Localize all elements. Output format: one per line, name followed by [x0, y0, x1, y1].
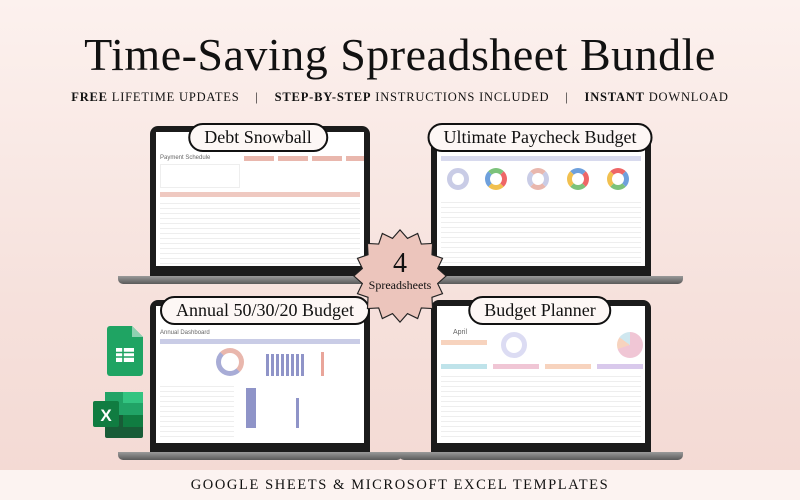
header-band [441, 156, 641, 161]
spreadsheet-preview [437, 132, 645, 266]
laptop-base [118, 452, 402, 460]
donut-chart [216, 348, 244, 376]
header-band [312, 156, 342, 161]
separator: | [255, 90, 259, 104]
bar-chart [266, 354, 306, 376]
header-band [597, 364, 643, 369]
laptop-base [399, 452, 683, 460]
feature-1-bold: FREE [71, 90, 108, 104]
product-label: Annual 50/30/20 Budget [160, 296, 370, 325]
summary-block [160, 164, 240, 188]
bar-chart [246, 388, 256, 428]
starburst-shape [353, 229, 447, 323]
badge-text: 4 Spreadsheets [352, 250, 448, 293]
spreadsheet-preview: April [437, 306, 645, 443]
bar-chart [321, 352, 324, 376]
header-band [346, 156, 364, 161]
header-band [441, 340, 487, 345]
footer-banner: GOOGLE SHEETS & MICROSOFT EXCEL TEMPLATE… [0, 470, 800, 500]
spreadsheet-preview: Payment Schedule [156, 132, 364, 266]
donut-chart [485, 168, 507, 190]
product-label: Debt Snowball [188, 123, 328, 152]
table-rows [160, 199, 360, 264]
donut-chart [447, 168, 469, 190]
laptop-base [399, 276, 683, 284]
laptop-base [118, 276, 402, 284]
laptop-screen: Annual Dashboard [150, 300, 370, 453]
feature-2-bold: STEP-BY-STEP [274, 90, 372, 104]
donut-chart [501, 332, 527, 358]
laptop-screen: April [431, 300, 651, 453]
header-band [244, 156, 274, 161]
microsoft-excel-icon: X [93, 392, 143, 438]
sheet-title: Payment Schedule [160, 155, 211, 161]
separator: | [565, 90, 569, 104]
sheet-title: Annual Dashboard [160, 330, 210, 336]
starburst-badge [353, 229, 447, 323]
feature-1-text: LIFETIME UPDATES [107, 90, 240, 104]
header-band [493, 364, 539, 369]
donut-chart [567, 168, 589, 190]
badge-count: 4 [393, 248, 407, 279]
table-header [160, 192, 360, 197]
table-rows [441, 198, 641, 264]
feature-3-text: DOWNLOAD [644, 90, 729, 104]
svg-text:X: X [100, 406, 112, 425]
feature-3-bold: INSTANT [584, 90, 645, 104]
donut-chart [607, 168, 629, 190]
page-title: Time-Saving Spreadsheet Bundle [84, 29, 716, 80]
feature-2-text: INSTRUCTIONS INCLUDED [371, 90, 550, 104]
donut-chart [527, 168, 549, 190]
table-rows [441, 372, 641, 441]
product-label: Ultimate Paycheck Budget [427, 123, 653, 152]
google-sheets-icon [107, 326, 143, 376]
table-rows [160, 382, 234, 441]
header-band [545, 364, 591, 369]
header-band [441, 364, 487, 369]
header-band [160, 339, 360, 344]
bar-chart [296, 398, 299, 428]
product-label: Budget Planner [468, 296, 612, 325]
header-band [278, 156, 308, 161]
spreadsheet-preview: Annual Dashboard [156, 306, 364, 443]
sheet-title: April [453, 329, 468, 336]
pie-chart [617, 332, 643, 358]
feature-line: FREE LIFETIME UPDATES | STEP-BY-STEP INS… [0, 90, 800, 105]
badge-label: Spreadsheets [368, 278, 432, 292]
